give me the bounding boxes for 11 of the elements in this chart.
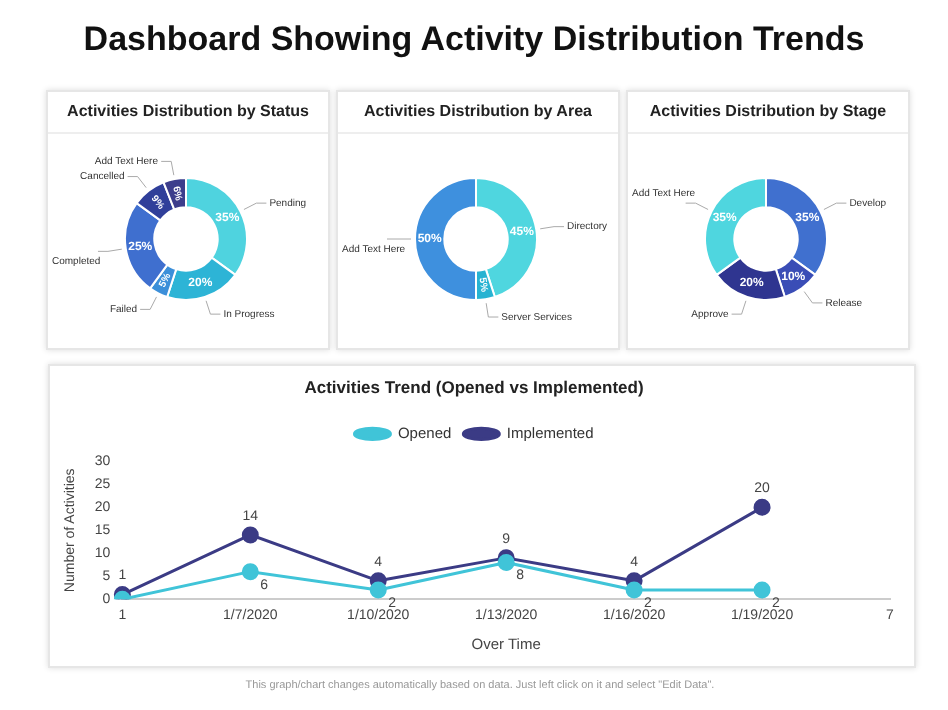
point xyxy=(753,581,771,599)
point xyxy=(369,581,387,599)
point xyxy=(753,498,771,516)
point xyxy=(241,526,259,544)
point xyxy=(241,563,259,581)
chart-title: Activities Distribution by Area xyxy=(338,92,618,134)
chart-title: Activities Distribution by Status xyxy=(48,92,328,134)
chart-title: Activities Distribution by Stage xyxy=(628,92,908,134)
text: Dashboard Showing Activity Distribution Trends xyxy=(81,20,867,60)
chart-title: Activities Trend (Opened vs Implemented) xyxy=(304,376,644,397)
point xyxy=(625,581,643,599)
